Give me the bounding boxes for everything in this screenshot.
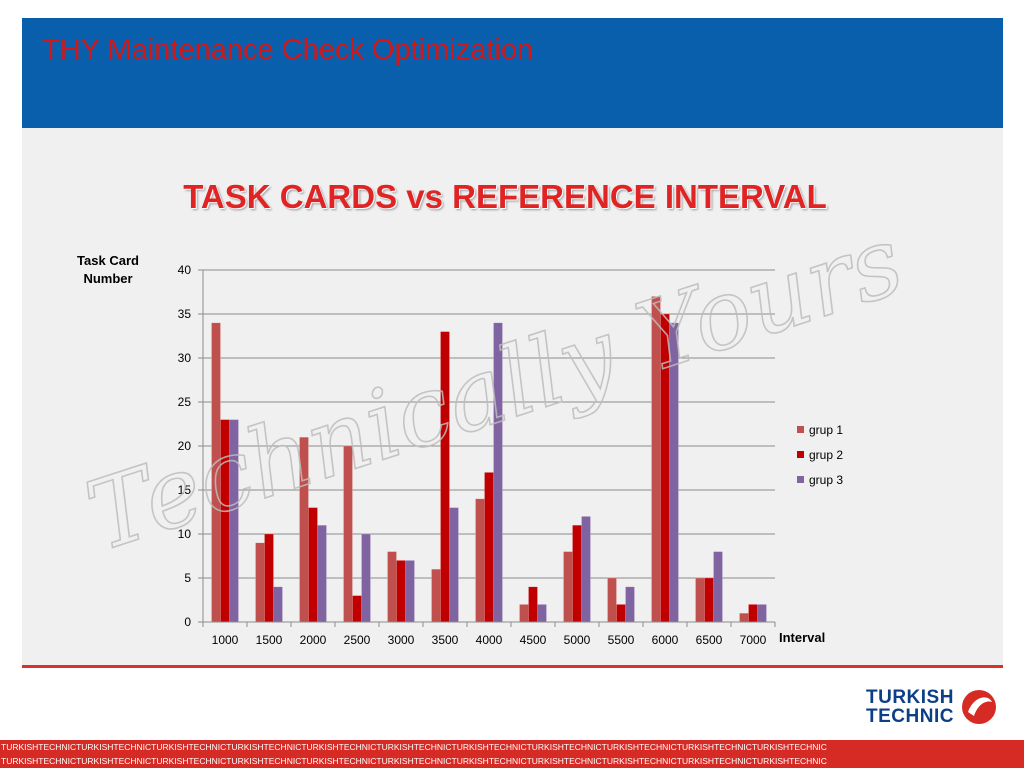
y-axis-label: Task Card Number <box>77 253 139 286</box>
bar-grup-3-3500 <box>449 507 459 623</box>
bar-grup-2-4500 <box>528 586 538 623</box>
logo-line-2: TECHNIC <box>866 706 954 727</box>
x-tick-label: 5000 <box>564 633 591 647</box>
bar-grup-2-1500 <box>264 533 274 623</box>
bar-grup-2-3000 <box>396 560 406 623</box>
y-tick-label: 35 <box>178 307 192 321</box>
x-tick-label: 6000 <box>652 633 679 647</box>
y-tick-label: 40 <box>178 263 192 277</box>
bar-grup-1-6500 <box>695 577 705 623</box>
bar-grup-3-2500 <box>361 533 371 623</box>
x-tick-label: 6500 <box>696 633 723 647</box>
x-tick-label: 3500 <box>432 633 459 647</box>
bar-grup-3-1500 <box>273 586 283 623</box>
bar-grup-2-5500 <box>616 604 626 623</box>
bar-grup-3-6500 <box>713 551 723 623</box>
bar-grup-3-7000 <box>757 604 767 623</box>
x-tick-label: 1500 <box>256 633 283 647</box>
legend-label: grup 3 <box>809 473 843 487</box>
bars-layer <box>211 296 767 623</box>
legend-swatch <box>797 476 804 483</box>
frame-bottom-divider <box>22 665 1003 668</box>
x-tick-label: 1000 <box>212 633 239 647</box>
legend-label: grup 2 <box>809 448 843 462</box>
turkish-airlines-crescent-icon <box>962 690 996 724</box>
y-tick-label: 30 <box>178 351 192 365</box>
bar-grup-1-5500 <box>607 577 617 623</box>
y-tick-label: 10 <box>178 527 192 541</box>
logo-line-1: TURKISH <box>866 687 954 708</box>
axis-layer: 0 5 10 15 20 25 30 35 40 1000 1500 2000 2500 3000 3500… <box>178 263 776 647</box>
header-band <box>22 18 1003 128</box>
strip-line-1: TURKISHTECHNICTURKISHTECHNICTURKISHTECHN… <box>1 742 827 752</box>
x-axis-label: Interval <box>779 630 826 645</box>
y-tick-label: 20 <box>178 439 192 453</box>
bar-grup-3-5500 <box>625 586 635 623</box>
bar-grup-3-3000 <box>405 560 415 623</box>
turkish-technic-logo: TURKISH TECHNIC <box>866 687 996 732</box>
bar-grup-3-4500 <box>537 604 547 623</box>
y-tick-label: 5 <box>184 571 191 585</box>
bar-grup-2-4000 <box>484 472 494 623</box>
bar-grup-2-7000 <box>748 604 758 623</box>
x-tick-label: 5500 <box>608 633 635 647</box>
bar-grup-1-4500 <box>519 604 529 623</box>
bar-grup-1-4000 <box>475 498 485 623</box>
legend-swatch <box>797 451 804 458</box>
bottom-brand-strip: TURKISHTECHNICTURKISHTECHNICTURKISHTECHN… <box>0 740 1024 768</box>
legend-swatch <box>797 426 804 433</box>
grid-layer <box>203 269 775 579</box>
chart-title: TASK CARDS vs REFERENCE INTERVAL <box>183 178 827 215</box>
strip-line-2: TURKISHTECHNICTURKISHTECHNICTURKISHTECHN… <box>1 756 827 766</box>
bar-grup-3-2000 <box>317 524 327 623</box>
bar-grup-2-5000 <box>572 524 582 623</box>
bar-grup-2-2500 <box>352 595 362 623</box>
x-tick-label: 3000 <box>388 633 415 647</box>
bar-grup-1-7000 <box>739 612 749 623</box>
x-tick-label: 2000 <box>300 633 327 647</box>
bar-grup-1-5000 <box>563 551 573 623</box>
bar-grup-1-3500 <box>431 568 441 623</box>
slide-title: THY Maintenance Check Optimization <box>42 34 534 66</box>
legend-label: grup 1 <box>809 423 843 437</box>
x-tick-label: 4000 <box>476 633 503 647</box>
bar-grup-2-2000 <box>308 507 318 623</box>
bar-grup-1-1500 <box>255 542 265 623</box>
x-tick-label: 2500 <box>344 633 371 647</box>
y-tick-label: 15 <box>178 483 192 497</box>
bar-grup-2-6500 <box>704 577 714 623</box>
y-tick-label: 0 <box>184 615 191 629</box>
bar-grup-1-3000 <box>387 551 397 623</box>
x-tick-label: 7000 <box>740 633 767 647</box>
y-tick-label: 25 <box>178 395 192 409</box>
x-tick-label: 4500 <box>520 633 547 647</box>
legend-layer: grup 1 grup 2 grup 3 <box>797 423 843 487</box>
bar-grup-3-5000 <box>581 516 591 623</box>
